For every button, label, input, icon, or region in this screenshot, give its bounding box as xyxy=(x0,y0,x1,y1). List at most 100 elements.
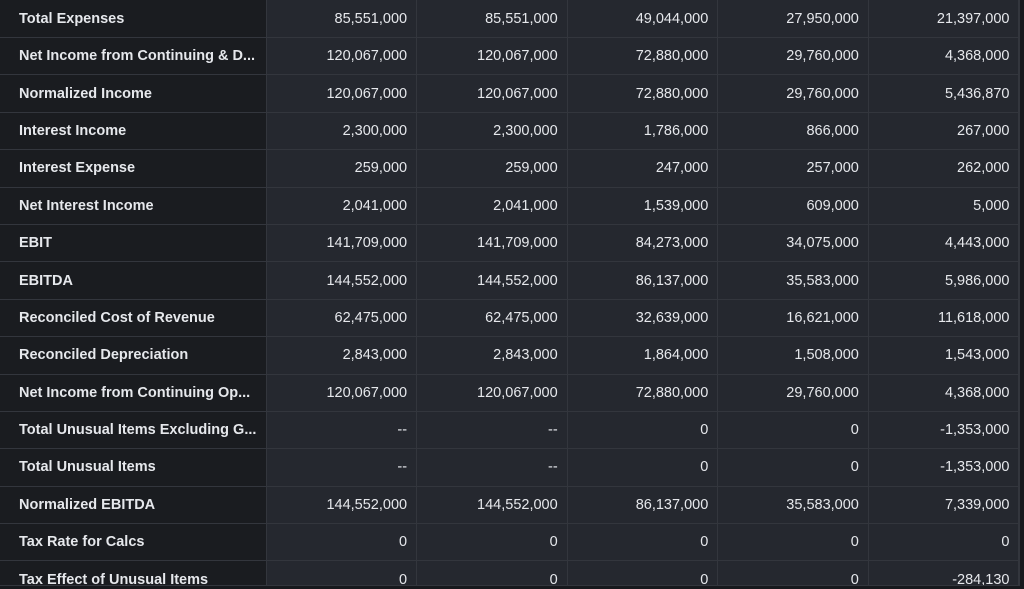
value-cell: 62,475,000 xyxy=(416,299,568,338)
row-label: EBITDA xyxy=(0,261,267,300)
value-cell: 72,880,000 xyxy=(567,74,719,113)
value-cell: 2,041,000 xyxy=(266,187,418,225)
value-cell: 29,760,000 xyxy=(717,374,869,412)
value-cell: 5,986,000 xyxy=(868,261,1019,300)
value-cell: 35,583,000 xyxy=(717,486,869,525)
value-cell: 0 xyxy=(567,411,719,450)
value-cell: 0 xyxy=(717,411,869,450)
value-cell: 120,067,000 xyxy=(416,37,568,76)
value-cell: 866,000 xyxy=(717,112,869,151)
value-cell: -- xyxy=(266,448,418,487)
value-cell: 144,552,000 xyxy=(416,261,568,300)
value-cell: 21,397,000 xyxy=(868,0,1019,38)
value-cell: 86,137,000 xyxy=(567,486,719,525)
row-label: Net Income from Continuing & D... xyxy=(0,37,267,76)
row-label: Total Unusual Items Excluding G... xyxy=(0,411,267,450)
value-cell: 85,551,000 xyxy=(416,0,568,38)
row-label: Tax Effect of Unusual Items xyxy=(0,560,267,585)
table-row[interactable]: Net Interest Income 2,041,000 2,041,000 1,5… xyxy=(0,187,1019,225)
table-row[interactable]: Net Income from Continuing & D... 120,067… xyxy=(0,37,1019,76)
value-cell: 11,618,000 xyxy=(868,299,1019,338)
value-cell: 72,880,000 xyxy=(567,374,719,412)
value-cell: 7,339,000 xyxy=(868,486,1019,525)
row-label: Normalized Income xyxy=(0,74,267,113)
row-label: Normalized EBITDA xyxy=(0,486,267,525)
table-row[interactable]: Total Unusual Items -- -- 0 0 -1,353,000 xyxy=(0,448,1019,487)
row-label: Tax Rate for Calcs xyxy=(0,523,267,562)
value-cell: 120,067,000 xyxy=(266,74,418,113)
table-row[interactable]: EBITDA 144,552,000 144,552,000 86,137,000 35… xyxy=(0,261,1019,300)
value-cell: 1,508,000 xyxy=(717,336,869,375)
value-cell: 84,273,000 xyxy=(567,224,719,263)
row-label: Interest Income xyxy=(0,112,267,151)
value-cell: 49,044,000 xyxy=(567,0,719,38)
table-row[interactable]: Interest Income 2,300,000 2,300,000 1,786,0… xyxy=(0,112,1019,151)
value-cell: 32,639,000 xyxy=(567,299,719,338)
table-row[interactable]: Normalized EBITDA 144,552,000 144,552,000 8… xyxy=(0,486,1019,525)
value-cell: 0 xyxy=(567,523,719,562)
value-cell: 2,300,000 xyxy=(266,112,418,151)
value-cell: 0 xyxy=(416,523,568,562)
value-cell: 34,075,000 xyxy=(717,224,869,263)
table-row[interactable]: Net Income from Continuing Op... 120,067,… xyxy=(0,374,1019,412)
row-label: Net Income from Continuing Op... xyxy=(0,374,267,412)
value-cell: 62,475,000 xyxy=(266,299,418,338)
value-cell: 0 xyxy=(717,560,869,585)
value-cell: -284,130 xyxy=(868,560,1019,585)
row-label: Reconciled Depreciation xyxy=(0,336,267,375)
value-cell: 144,552,000 xyxy=(416,486,568,525)
value-cell: 0 xyxy=(567,560,719,585)
value-cell: 0 xyxy=(567,448,719,487)
row-label: EBIT xyxy=(0,224,267,263)
value-cell: 2,843,000 xyxy=(266,336,418,375)
value-cell: 0 xyxy=(266,523,418,562)
value-cell: -- xyxy=(266,411,418,450)
value-cell: 267,000 xyxy=(868,112,1019,151)
value-cell: 0 xyxy=(717,523,869,562)
row-label: Total Unusual Items xyxy=(0,448,267,487)
row-label: Interest Expense xyxy=(0,149,267,188)
value-cell: 257,000 xyxy=(717,149,869,188)
value-cell: 120,067,000 xyxy=(416,374,568,412)
value-cell: 141,709,000 xyxy=(416,224,568,263)
row-label: Net Interest Income xyxy=(0,187,267,225)
value-cell: 16,621,000 xyxy=(717,299,869,338)
value-cell: 5,436,870 xyxy=(868,74,1019,113)
table-row[interactable]: Tax Effect of Unusual Items 0 0 0 0 -284,130 xyxy=(0,560,1019,585)
value-cell: 85,551,000 xyxy=(266,0,418,38)
value-cell: 1,786,000 xyxy=(567,112,719,151)
table-row[interactable]: EBIT 141,709,000 141,709,000 84,273,000 34,0… xyxy=(0,224,1019,263)
value-cell: 4,443,000 xyxy=(868,224,1019,263)
value-cell: 4,368,000 xyxy=(868,37,1019,76)
value-cell: 4,368,000 xyxy=(868,374,1019,412)
value-cell: -- xyxy=(416,411,568,450)
table-row[interactable]: Tax Rate for Calcs 0 0 0 0 0 xyxy=(0,523,1019,562)
value-cell: 1,543,000 xyxy=(868,336,1019,375)
table-row[interactable]: Total Expenses 85,551,000 85,551,000 49,044… xyxy=(0,0,1019,38)
table-row[interactable]: Reconciled Cost of Revenue 62,475,000 62,4… xyxy=(0,299,1019,338)
row-label: Total Expenses xyxy=(0,0,267,38)
value-cell: 247,000 xyxy=(567,149,719,188)
table-row[interactable]: Reconciled Depreciation 2,843,000 2,843,00… xyxy=(0,336,1019,375)
value-cell: -- xyxy=(416,448,568,487)
value-cell: 259,000 xyxy=(416,149,568,188)
value-cell: 1,864,000 xyxy=(567,336,719,375)
value-cell: 0 xyxy=(868,523,1019,562)
table-row[interactable]: Interest Expense 259,000 259,000 247,000 257… xyxy=(0,149,1019,188)
value-cell: -1,353,000 xyxy=(868,448,1019,487)
value-cell: 120,067,000 xyxy=(416,74,568,113)
value-cell: 5,000 xyxy=(868,187,1019,225)
value-cell: 259,000 xyxy=(266,149,418,188)
value-cell: 72,880,000 xyxy=(567,37,719,76)
table-row[interactable]: Normalized Income 120,067,000 120,067,000 7… xyxy=(0,74,1019,113)
value-cell: 0 xyxy=(416,560,568,585)
value-cell: 2,041,000 xyxy=(416,187,568,225)
value-cell: 0 xyxy=(266,560,418,585)
value-cell: -1,353,000 xyxy=(868,411,1019,450)
table-row[interactable]: Total Unusual Items Excluding G... -- -- 0 0… xyxy=(0,411,1019,450)
value-cell: 120,067,000 xyxy=(266,374,418,412)
value-cell: 1,539,000 xyxy=(567,187,719,225)
value-cell: 86,137,000 xyxy=(567,261,719,300)
